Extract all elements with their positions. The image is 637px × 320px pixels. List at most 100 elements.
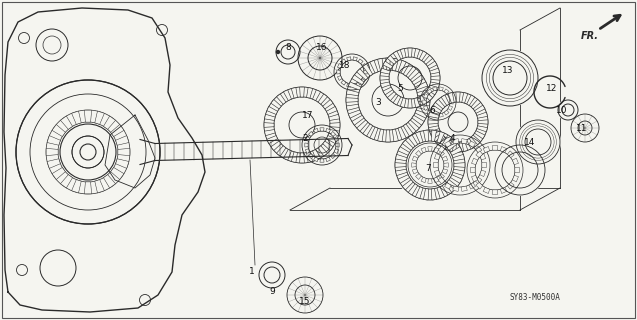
Circle shape [275, 39, 301, 65]
Circle shape [427, 91, 489, 154]
Polygon shape [323, 100, 333, 109]
Polygon shape [338, 76, 342, 80]
Circle shape [301, 124, 343, 166]
Polygon shape [363, 64, 373, 76]
Polygon shape [346, 98, 358, 102]
Polygon shape [442, 156, 448, 161]
Polygon shape [467, 95, 475, 106]
Polygon shape [305, 137, 310, 141]
Polygon shape [387, 92, 396, 101]
Polygon shape [331, 154, 336, 159]
Polygon shape [448, 93, 452, 98]
Polygon shape [475, 146, 482, 153]
Polygon shape [483, 147, 490, 153]
Polygon shape [421, 177, 426, 183]
Circle shape [466, 141, 524, 199]
Polygon shape [434, 153, 440, 160]
Text: 12: 12 [547, 84, 557, 92]
Polygon shape [380, 68, 390, 74]
Polygon shape [431, 188, 436, 200]
Polygon shape [358, 80, 363, 85]
Text: 14: 14 [524, 138, 536, 147]
Polygon shape [439, 87, 443, 91]
Polygon shape [450, 175, 462, 183]
Polygon shape [329, 114, 340, 120]
Polygon shape [408, 120, 419, 131]
Polygon shape [383, 87, 392, 95]
Polygon shape [392, 59, 398, 71]
Polygon shape [84, 110, 92, 122]
Polygon shape [433, 87, 437, 91]
Polygon shape [428, 179, 432, 183]
Polygon shape [437, 187, 445, 198]
Polygon shape [471, 158, 478, 164]
Polygon shape [424, 188, 429, 200]
Polygon shape [386, 58, 390, 70]
Polygon shape [47, 136, 61, 145]
Polygon shape [291, 152, 297, 163]
Polygon shape [476, 182, 483, 189]
Polygon shape [326, 128, 331, 133]
Polygon shape [512, 175, 519, 182]
Polygon shape [398, 147, 410, 155]
Polygon shape [336, 143, 339, 147]
Polygon shape [492, 146, 498, 150]
Polygon shape [427, 87, 437, 95]
Polygon shape [111, 167, 124, 180]
Text: 15: 15 [299, 298, 311, 307]
Polygon shape [433, 113, 437, 117]
Polygon shape [419, 51, 427, 60]
Polygon shape [352, 75, 364, 85]
Polygon shape [353, 57, 357, 61]
Polygon shape [453, 169, 464, 176]
Polygon shape [448, 92, 454, 103]
Polygon shape [430, 82, 440, 88]
Polygon shape [471, 135, 481, 145]
Polygon shape [331, 132, 336, 136]
Polygon shape [329, 130, 340, 136]
Polygon shape [423, 100, 426, 104]
Polygon shape [337, 70, 340, 74]
Polygon shape [305, 149, 310, 154]
Polygon shape [419, 95, 427, 105]
Polygon shape [414, 98, 420, 108]
Polygon shape [462, 141, 468, 151]
Polygon shape [283, 149, 292, 160]
Polygon shape [462, 139, 468, 144]
Circle shape [378, 46, 441, 109]
Polygon shape [429, 112, 439, 118]
Polygon shape [403, 140, 413, 150]
Polygon shape [483, 188, 490, 194]
Polygon shape [431, 105, 441, 113]
Polygon shape [276, 146, 286, 156]
Polygon shape [501, 147, 507, 153]
Polygon shape [318, 94, 327, 104]
Polygon shape [357, 120, 368, 131]
Polygon shape [447, 180, 457, 190]
Polygon shape [439, 174, 445, 180]
Polygon shape [501, 188, 507, 194]
Polygon shape [299, 153, 304, 163]
Circle shape [258, 261, 286, 289]
Polygon shape [400, 98, 406, 108]
Polygon shape [442, 184, 452, 195]
Polygon shape [299, 87, 304, 97]
Polygon shape [427, 61, 437, 69]
Polygon shape [428, 147, 432, 151]
Polygon shape [264, 123, 274, 127]
Text: 5: 5 [397, 84, 403, 92]
Text: 4: 4 [449, 133, 455, 142]
Polygon shape [412, 115, 424, 125]
Polygon shape [437, 132, 445, 143]
Polygon shape [326, 136, 337, 144]
Polygon shape [456, 92, 460, 102]
Polygon shape [267, 107, 278, 115]
Polygon shape [475, 105, 485, 113]
Polygon shape [408, 184, 418, 195]
Circle shape [557, 99, 579, 121]
Polygon shape [348, 110, 361, 118]
Polygon shape [392, 129, 398, 141]
Polygon shape [435, 99, 445, 109]
Polygon shape [417, 104, 429, 110]
Polygon shape [480, 153, 485, 160]
